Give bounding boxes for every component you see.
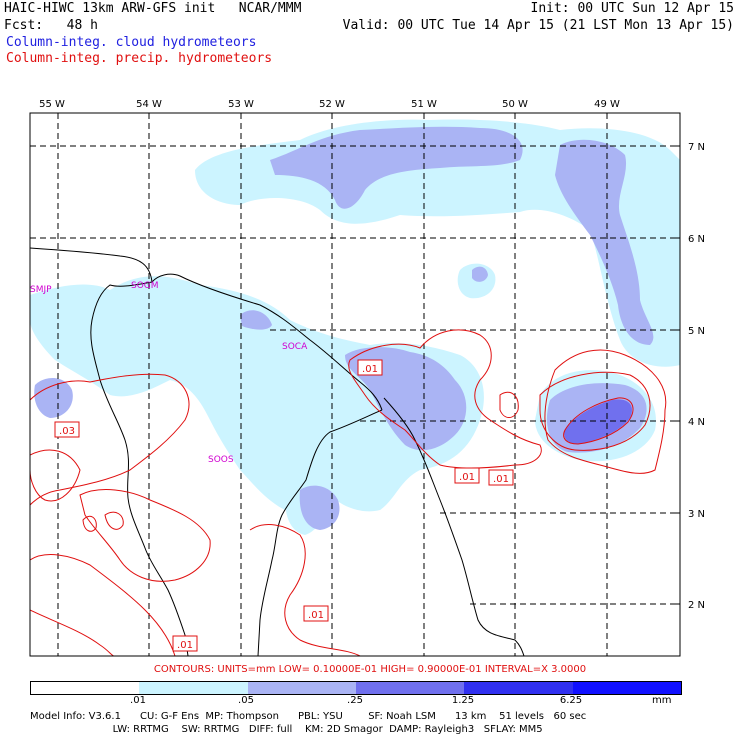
- precip-contours: [30, 329, 667, 656]
- lat-lon-grid: [30, 113, 680, 656]
- lon-label-55w: 55 W: [39, 99, 65, 110]
- frame-ticks: [57, 113, 680, 605]
- lat-label-4n: 4 N: [688, 417, 705, 428]
- lat-label-3n: 3 N: [688, 509, 705, 520]
- map-fill-layer: [30, 119, 680, 535]
- colorbar-units: mm: [652, 695, 672, 706]
- contour-label: .01: [362, 364, 378, 375]
- station-smjp: SMJP: [30, 285, 52, 295]
- field-cloud-hydrometeors: Column-integ. cloud hydrometeors: [6, 35, 257, 50]
- map-canvas: 55 W 54 W 53 W 52 W 51 W 50 W 49 W 7 N 6…: [29, 99, 705, 657]
- colorbar-tick: 1.25: [451, 695, 475, 706]
- model-info-line2: LW: RRTMG SW: RRTMG DIFF: full KM: 2D Sm…: [30, 724, 543, 735]
- cloud-field-dark: [564, 399, 632, 445]
- model-info-line1: Model Info: V3.6.1 CU: G-F Ens MP: Thomp…: [30, 711, 587, 722]
- station-soca: SOCA: [282, 342, 308, 352]
- contours-info: CONTOURS: UNITS=mm LOW= 0.10000E-01 HIGH…: [153, 664, 587, 675]
- colorbar-segment: [572, 682, 681, 694]
- header-forecast-hour: Fcst: 48 h: [4, 18, 98, 33]
- colorbar-segment: [139, 682, 248, 694]
- contour-label-box: .01: [172, 635, 198, 652]
- lat-label-5n: 5 N: [688, 326, 705, 337]
- colorbar-segment: [31, 682, 140, 694]
- contour-label: .01: [177, 640, 193, 651]
- lon-label-52w: 52 W: [319, 99, 345, 110]
- contour-label: .03: [59, 426, 75, 437]
- colorbar: [30, 681, 682, 695]
- lon-label-51w: 51 W: [411, 99, 437, 110]
- contour-label: .01: [459, 472, 475, 483]
- colorbar-tick: .01: [130, 695, 146, 706]
- contour-label-box: .03: [54, 421, 80, 438]
- header-valid-time: Valid: 00 UTC Tue 14 Apr 15 (21 LST Mon …: [342, 18, 734, 33]
- lon-label-53w: 53 W: [228, 99, 254, 110]
- contour-label: .01: [308, 610, 324, 621]
- colorbar-segment: [355, 682, 465, 694]
- colorbar-tick: .25: [347, 695, 363, 706]
- station-sogm: SOGM: [131, 281, 159, 291]
- colorbar-segment: [464, 682, 573, 694]
- contour-label-box: .01: [357, 359, 383, 376]
- map-frame: [29, 112, 681, 657]
- station-soos: SOOS: [208, 455, 234, 465]
- border-central: [257, 409, 383, 656]
- lat-label-2n: 2 N: [688, 600, 705, 611]
- colorbar-segment: [247, 682, 356, 694]
- lon-label-49w: 49 W: [594, 99, 620, 110]
- lon-label-50w: 50 W: [502, 99, 528, 110]
- header-title: HAIC-HIWC 13km ARW-GFS init NCAR/MMM: [4, 1, 302, 16]
- contour-label-box: .01: [488, 469, 514, 486]
- lat-label-7n: 7 N: [688, 142, 705, 153]
- lat-label-6n: 6 N: [688, 234, 705, 245]
- header-init-time: Init: 00 UTC Sun 12 Apr 15: [530, 1, 735, 16]
- colorbar-tick: 6.25: [559, 695, 583, 706]
- border-east: [383, 397, 525, 656]
- colorbar-tick: .05: [238, 695, 254, 706]
- contour-label-box: .01: [454, 467, 480, 484]
- field-precip-hydrometeors: Column-integ. precip. hydrometeors: [6, 51, 273, 66]
- lon-label-54w: 54 W: [136, 99, 162, 110]
- contour-label-box: .01: [303, 605, 329, 622]
- contour-label: .01: [493, 474, 509, 485]
